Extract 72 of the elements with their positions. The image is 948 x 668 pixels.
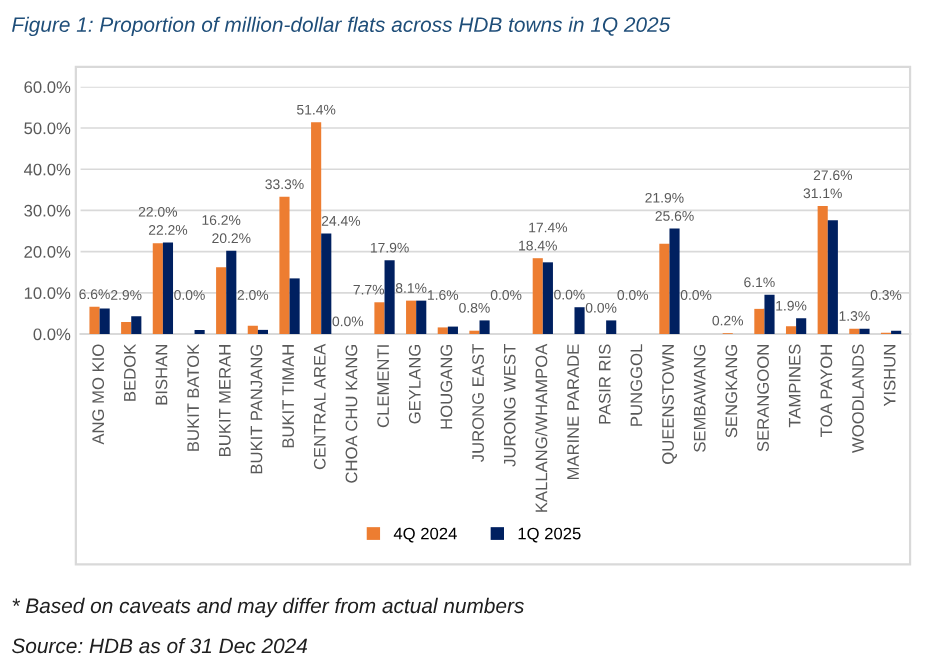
x-tick-label: CHOA CHU KANG [345, 344, 358, 483]
bar [437, 327, 448, 334]
bar [226, 250, 237, 334]
x-tick-label: TAMPINES [788, 344, 801, 428]
legend-label: 1Q 2025 [518, 527, 581, 543]
x-tick-label: CENTRAL AREA [313, 343, 326, 470]
bar [216, 267, 227, 334]
x-tick-label: CLEMENTI [377, 345, 389, 428]
bar [542, 262, 553, 334]
bar [99, 308, 110, 334]
bar [606, 320, 617, 334]
bar [479, 320, 490, 334]
x-tick-label: BISHAN [155, 345, 168, 405]
x-tick-label: SENGKANG [725, 344, 738, 438]
bar [532, 258, 543, 334]
bar [247, 325, 258, 334]
bar [754, 308, 765, 334]
bar [406, 300, 417, 334]
bar [659, 243, 670, 334]
x-tick-label: YISHUN [883, 345, 896, 407]
bar [311, 122, 322, 334]
y-tick-label: 30.0% [24, 204, 71, 217]
x-tick-label: WOODLANDS [852, 344, 864, 453]
x-tick-label: BUKIT TIMAH [282, 345, 295, 448]
x-tick-label: MARINE PARADE [567, 344, 579, 480]
legend-label: 4Q 2024 [393, 527, 457, 543]
x-tick-label: TOA PAYOH [820, 345, 833, 437]
bar [827, 220, 838, 334]
x-tick-label: GEYLANG [408, 344, 421, 424]
x-tick-label: KALLANG/WHAMPOA [535, 343, 548, 512]
bar [574, 307, 585, 334]
y-tick-label: 0.0% [33, 328, 71, 341]
text: * Based on caveats and may differ from actual numbers [12, 597, 524, 618]
bar [669, 228, 680, 334]
bar [416, 300, 427, 334]
chart-title: Figure 1: Proportion of million-dollar flats across HDB towns in 1Q 2025 [12, 16, 671, 37]
bar [289, 278, 300, 334]
bar [89, 306, 100, 334]
source-note: Source: HDB as of 31 Dec 2024 [11, 637, 308, 654]
bar [384, 260, 395, 334]
bar [321, 233, 332, 334]
bar [447, 326, 458, 334]
y-tick-label: 50.0% [24, 122, 71, 135]
x-tick-label: ANG MO KIO [92, 344, 105, 445]
bar [162, 242, 174, 334]
x-tick-label: BUKIT BATOK [187, 343, 200, 451]
bar [859, 328, 870, 334]
bar [374, 302, 385, 334]
y-tick-label: 10.0% [24, 287, 71, 300]
bar [764, 294, 775, 334]
y-tick-label: 40.0% [23, 163, 71, 176]
bar [785, 326, 797, 334]
x-tick-label: BUKIT PANJANG [250, 344, 263, 474]
x-tick-label: JURONG EAST [472, 344, 484, 462]
bar [796, 318, 807, 334]
y-tick-label: 20.0% [24, 246, 71, 258]
bar [121, 322, 132, 334]
x-tick-label: SEMBAWANG [693, 344, 706, 452]
bar [817, 205, 828, 334]
x-tick-label: JURONG WEST [503, 344, 516, 467]
x-tick-label: HOUGANG [440, 344, 453, 429]
bar [849, 328, 860, 334]
x-tick-label: BEDOK [123, 343, 136, 401]
bar [152, 243, 163, 334]
bar [279, 196, 290, 334]
x-tick-label: SERANGOON [757, 345, 769, 452]
x-tick-label: PASIR RIS [598, 344, 611, 424]
bar [131, 316, 142, 334]
x-tick-label: PUNGGOL [630, 344, 643, 426]
y-tick-label: 60.0% [24, 81, 71, 94]
x-tick-label: QUEENSTOWN [662, 345, 677, 464]
x-tick-label: BUKIT MERAH [219, 345, 231, 456]
